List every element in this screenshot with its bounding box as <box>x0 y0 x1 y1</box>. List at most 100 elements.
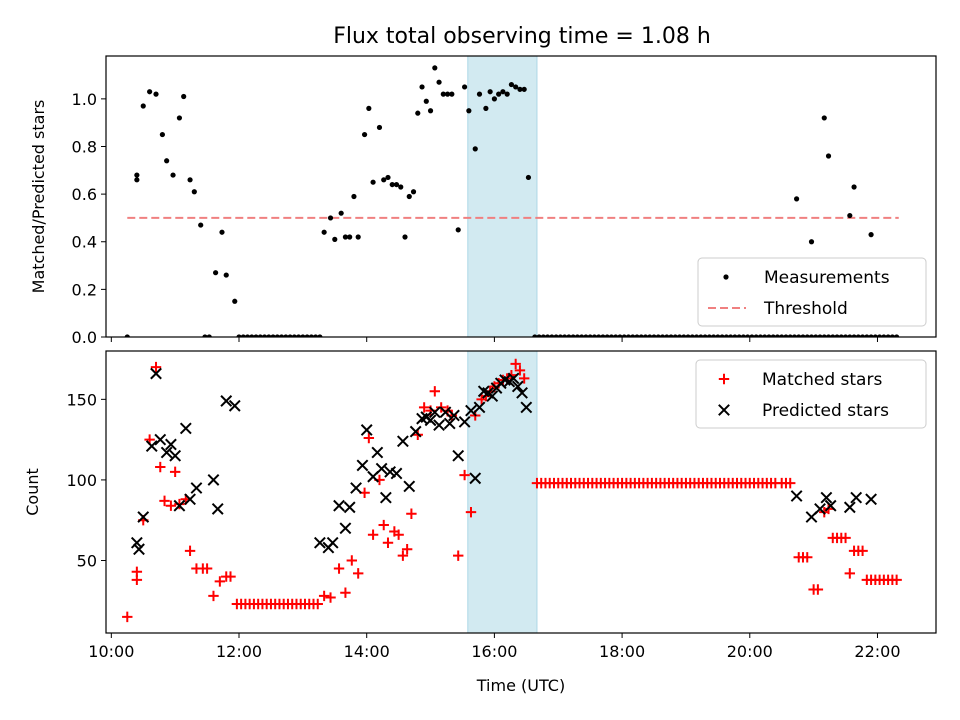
data-point <box>266 334 272 337</box>
data-point <box>376 124 383 131</box>
data-point <box>312 598 323 610</box>
legend-box <box>695 359 927 429</box>
data-point <box>647 334 653 337</box>
data-point <box>850 491 863 504</box>
data-point <box>244 334 251 337</box>
data-point <box>698 334 704 337</box>
data-point <box>723 334 729 337</box>
legend-label: Predicted stars <box>762 401 889 421</box>
data-point <box>253 334 259 337</box>
data-point <box>681 334 687 337</box>
data-point <box>728 334 734 337</box>
data-point <box>545 334 551 337</box>
data-point <box>403 480 416 493</box>
data-point <box>326 536 339 549</box>
data-point <box>208 590 219 602</box>
data-point <box>804 334 810 337</box>
y-axis-label: Matched/Predicted stars <box>29 100 48 294</box>
data-point <box>840 532 851 544</box>
data-point <box>532 334 538 337</box>
data-point <box>154 433 167 446</box>
data-point <box>169 449 182 462</box>
data-point <box>693 334 700 337</box>
data-point <box>366 105 372 111</box>
data-point <box>165 438 177 451</box>
data-point <box>409 425 422 438</box>
data-point <box>553 334 559 337</box>
data-point <box>155 461 166 473</box>
data-point <box>496 91 502 97</box>
data-point <box>140 103 146 109</box>
plot-area <box>124 65 900 337</box>
data-point <box>820 491 833 504</box>
data-point <box>375 462 388 475</box>
data-point <box>843 501 856 514</box>
data-point <box>458 415 471 428</box>
data-point <box>448 409 460 422</box>
data-point <box>313 536 326 549</box>
x-tick-label: 12:00 <box>216 642 262 661</box>
legend-label: Threshold <box>763 299 848 319</box>
data-point <box>877 334 883 337</box>
data-point <box>350 482 362 494</box>
data-point <box>516 386 528 399</box>
data-point <box>274 334 280 337</box>
data-point <box>453 550 464 561</box>
data-point <box>642 334 649 337</box>
data-point <box>363 432 375 444</box>
data-point <box>894 334 900 337</box>
data-point <box>634 334 640 337</box>
data-point <box>415 110 421 116</box>
data-point <box>855 334 861 337</box>
data-point <box>783 334 789 337</box>
data-point <box>361 131 368 138</box>
data-point <box>355 234 361 240</box>
x-tick-label: 20:00 <box>727 642 773 661</box>
data-point <box>865 493 877 506</box>
data-point <box>428 406 441 419</box>
data-point <box>444 91 451 97</box>
data-point <box>465 404 477 417</box>
data-point <box>838 334 844 337</box>
data-point <box>790 490 803 502</box>
data-point <box>300 334 306 337</box>
data-point <box>825 153 832 159</box>
data-point <box>808 334 815 337</box>
legend-box <box>697 257 927 327</box>
data-point <box>339 522 352 535</box>
data-point <box>702 334 708 337</box>
data-point <box>570 334 576 337</box>
data-point <box>518 373 530 384</box>
data-point <box>340 587 351 598</box>
data-point <box>452 449 465 462</box>
data-point <box>814 503 826 515</box>
data-point <box>872 334 878 337</box>
data-point <box>812 584 824 595</box>
data-point <box>184 545 196 557</box>
series-predicted-stars <box>130 367 877 556</box>
data-point <box>557 334 563 337</box>
data-point <box>891 574 902 586</box>
axes-frame <box>105 350 937 634</box>
observing-span <box>467 350 538 634</box>
data-point <box>338 210 344 216</box>
data-point <box>187 177 193 183</box>
x-tick-label: 22:00 <box>854 642 900 661</box>
data-point <box>462 84 468 90</box>
data-point <box>579 334 585 337</box>
data-point <box>207 474 220 486</box>
data-point <box>885 334 891 337</box>
data-point <box>770 334 776 337</box>
bottom-axes: 10:00 12:00 14:00 16:00 18:00 20:00 22:00 50 100… <box>23 350 937 695</box>
data-point <box>508 81 515 88</box>
data-point <box>356 459 369 472</box>
data-point <box>225 571 236 582</box>
data-point <box>774 334 781 337</box>
data-point <box>147 89 153 95</box>
y-tick-label: 0.8 <box>72 137 97 156</box>
data-point <box>536 334 542 337</box>
series-measurements <box>124 65 900 337</box>
data-point <box>396 435 409 448</box>
legend-marker <box>723 274 729 280</box>
data-point <box>740 334 746 337</box>
